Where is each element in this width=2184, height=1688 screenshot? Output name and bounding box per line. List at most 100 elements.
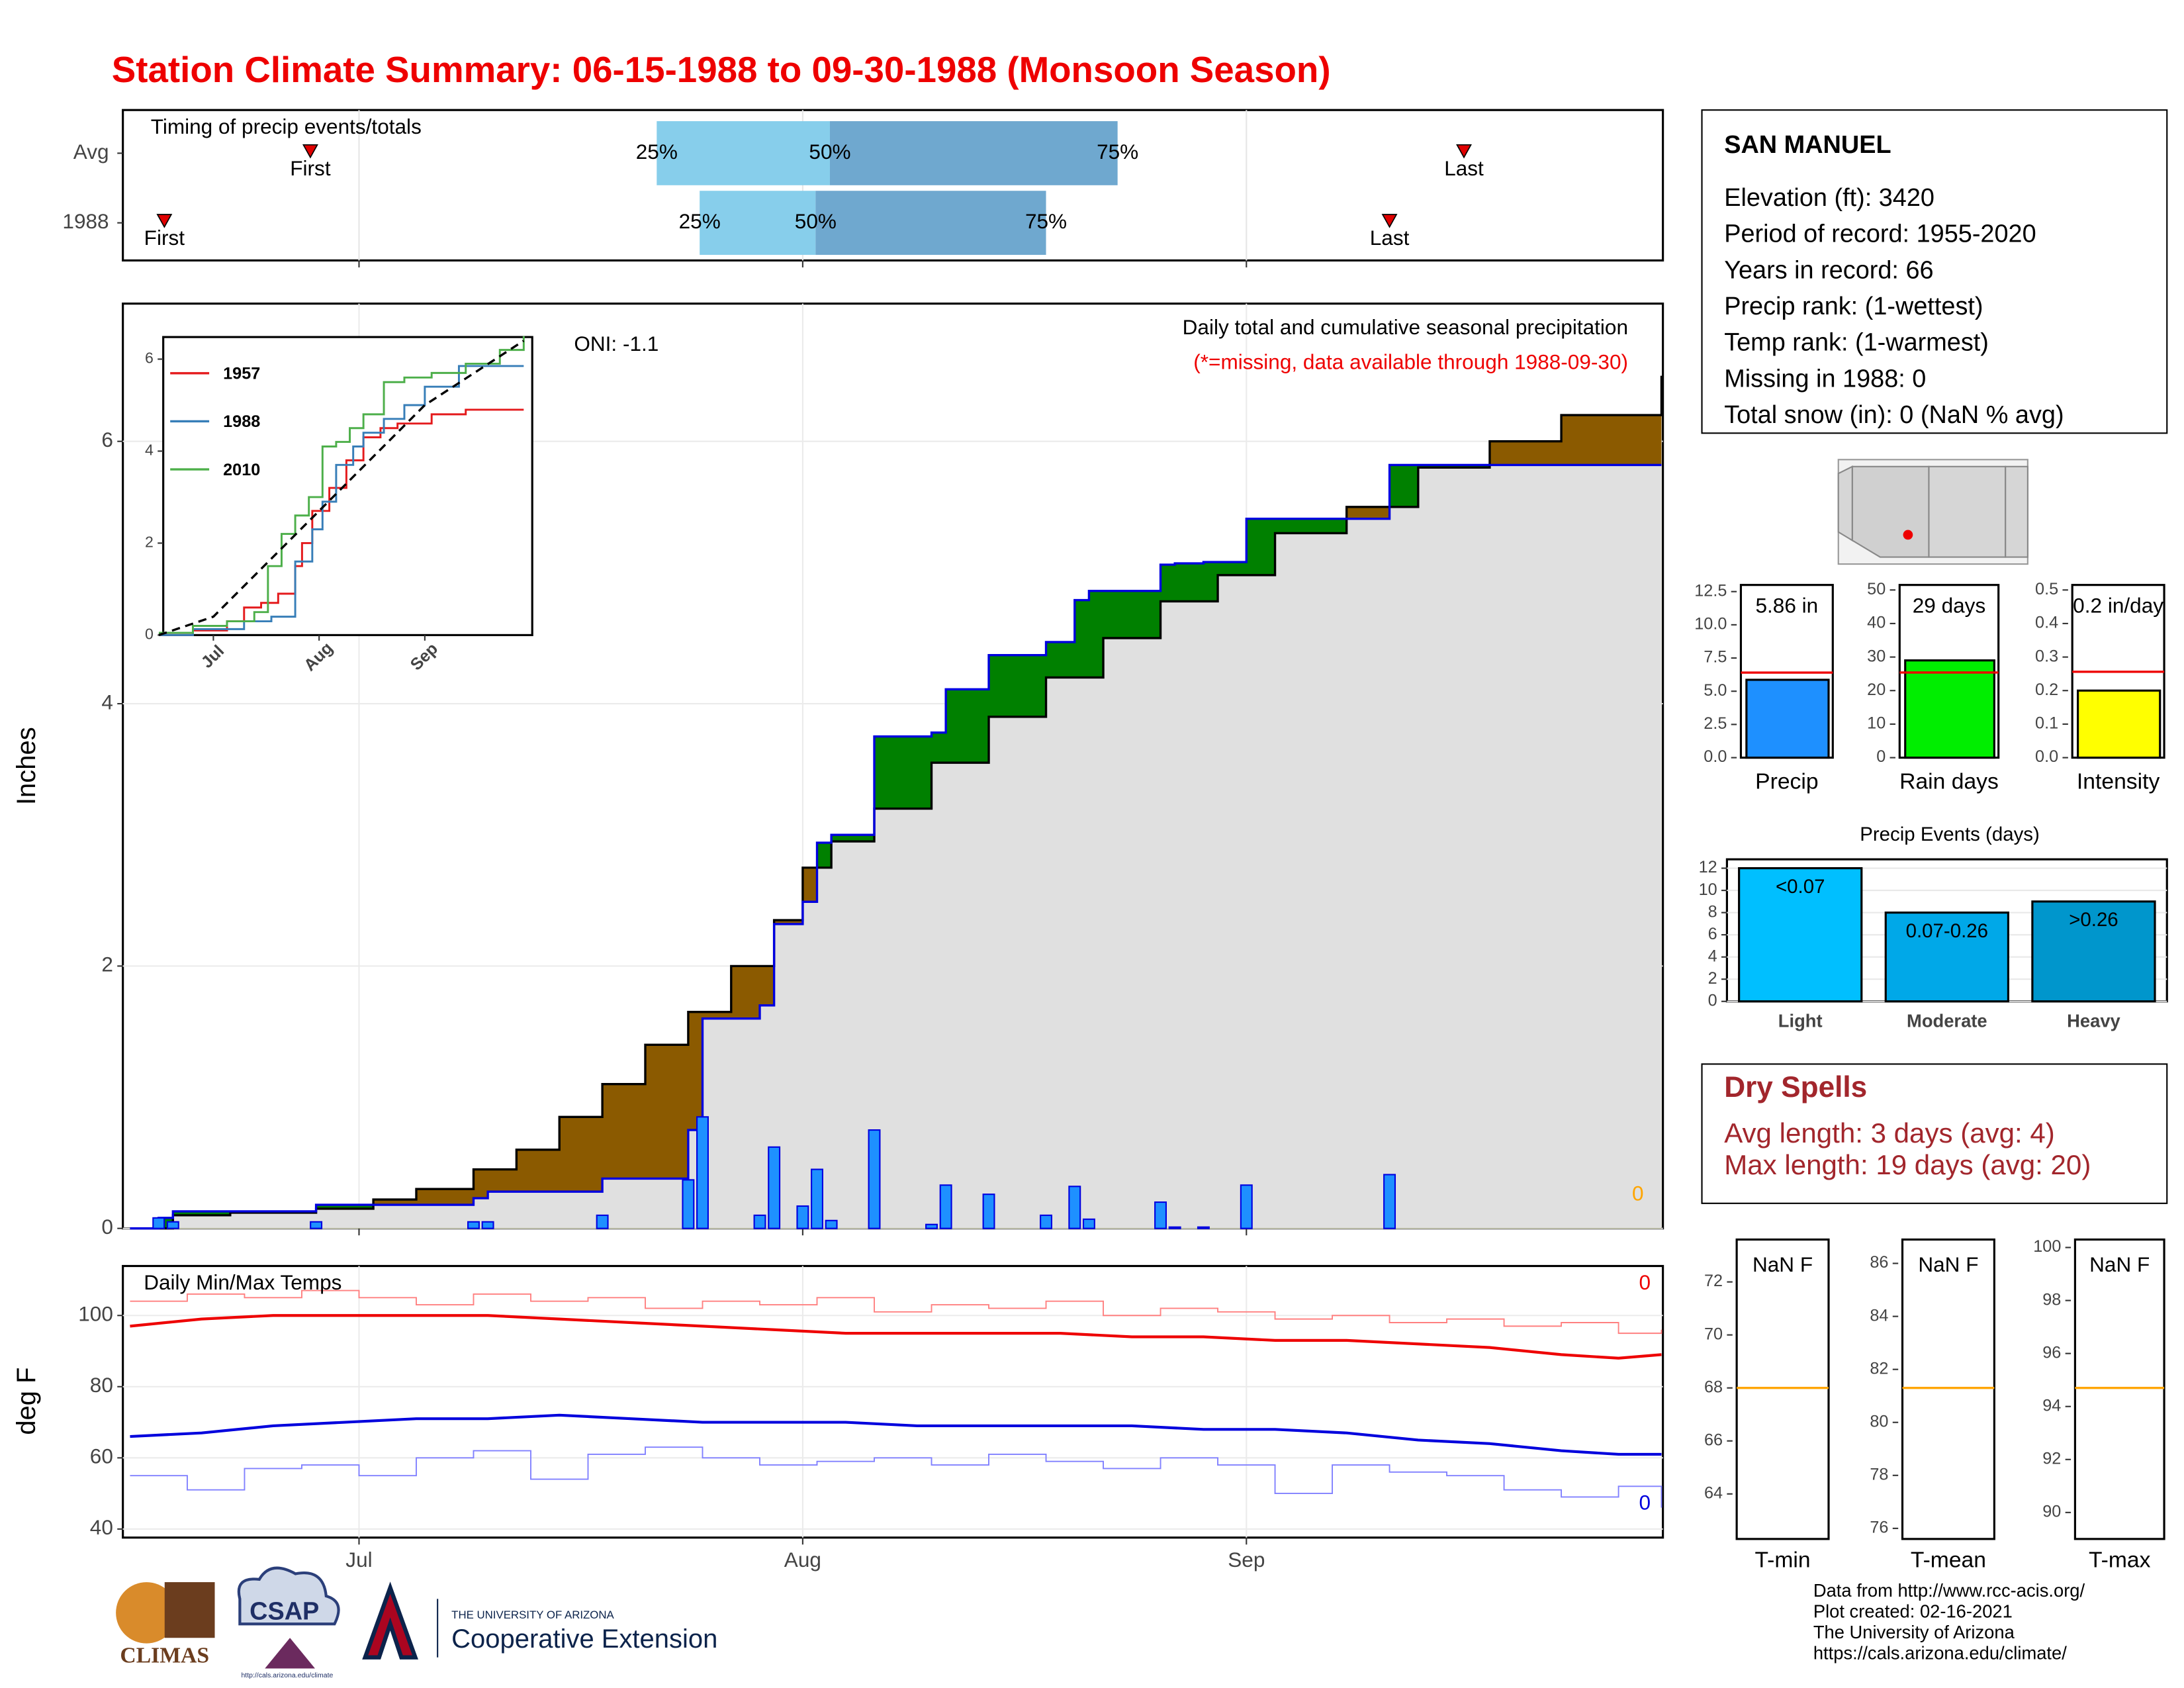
y-tick-label: 2 [145,534,154,551]
y-tick-label: 8 [1708,902,1717,921]
y-tick-label: 0 [1876,747,1886,766]
daily-bar [1383,1174,1396,1229]
gauge-bar [1745,679,1830,759]
y-tick-label: 76 [1870,1519,1888,1537]
y-tick-label: 0.1 [2035,714,2058,733]
category-label: Precip [1755,769,1818,794]
daily-bar [696,1116,709,1229]
series-line [158,340,525,637]
row-label: 1988 [62,209,109,233]
y-tick-label: 80 [90,1373,113,1397]
event-marker [302,144,318,159]
series-line [158,408,524,636]
event-marker [156,214,173,228]
y-tick-label: 0.4 [2035,614,2058,632]
daily-bar [166,1221,179,1229]
daily-bar [152,1217,165,1229]
y-tick-label: 2 [1708,969,1717,988]
y-tick-label: 10 [1699,880,1717,899]
quartile-bar [700,191,816,256]
station-line: Total snow (in): 0 (NaN % avg) [1724,401,2064,429]
quartile-bar [829,121,1118,185]
plot-frame [122,1264,1664,1539]
y-tick-label: 7.5 [1704,648,1727,667]
y-tick-label: 2 [101,953,113,976]
value-label: 29 days [1912,594,1986,619]
y-tick-label: 5.0 [1704,681,1727,700]
bar [2031,900,2156,1003]
csap-mountain [265,1638,315,1669]
temp-line [130,1413,1662,1456]
daily-bar [1082,1218,1095,1229]
y-tick-label: 12 [1699,858,1717,876]
y-tick-label: 4 [145,442,154,459]
gauge-bar [1904,659,1995,759]
daily-bar [467,1221,480,1229]
y-tick-label: 72 [1704,1272,1723,1290]
daily-bar [1040,1214,1053,1229]
missing-count: 0 [1632,1182,1644,1205]
average-line [130,375,1663,1230]
daily-bar [682,1179,695,1229]
station-line: Elevation (ft): 3420 [1724,184,1934,212]
event-marker [1381,214,1398,228]
y-tick-label: 70 [1704,1325,1723,1343]
y-tick-label: 68 [1704,1378,1723,1396]
footer-line: Data from http://www.rcc-acis.org/ [1813,1580,2085,1601]
y-tick-label: 100 [2033,1237,2061,1256]
y-tick-label: 90 [2042,1503,2061,1521]
y-tick-label: 82 [1870,1359,1888,1378]
daily-bar [1197,1226,1210,1229]
csap-cloud [237,1566,340,1626]
daily-bar [1168,1226,1181,1229]
y-tick-label: 0.0 [2035,747,2058,766]
plot-frame [1735,1238,1830,1540]
y-tick-label: 94 [2042,1396,2061,1415]
y-tick-label: 30 [1867,647,1886,665]
y-tick-label: 80 [1870,1412,1888,1430]
quartile-label: 25% [679,209,721,233]
x-tick-label: Moderate [1907,1011,1987,1031]
category-label: T-min [1754,1548,1810,1572]
value-label: 5.86 in [1755,594,1819,619]
footer-line: The University of Arizona [1813,1622,2015,1642]
daily-bar [1240,1184,1253,1229]
climas-text: CLIMAS [120,1643,209,1667]
y-tick-label: 50 [1867,580,1886,598]
value-label: NaN F [1918,1252,1978,1276]
y-tick-label: 96 [2042,1343,2061,1362]
y-tick-label: 0.0 [1704,747,1727,766]
temp-line [130,1446,1662,1508]
station-name: SAN MANUEL [1724,131,1891,159]
value-label: NaN F [2089,1252,2150,1276]
plot-frame [162,336,533,636]
y-tick-label: 92 [2042,1449,2061,1468]
temp-line [130,1314,1662,1360]
y-tick-label: 0.3 [2035,647,2058,665]
station-line: Years in record: 66 [1724,256,1933,284]
station-line: Missing in 1988: 0 [1724,365,1926,393]
csap-text: CSAP [250,1597,319,1625]
y-tick-label: 20 [1867,680,1886,699]
csap-url: http://cals.arizona.edu/climate [241,1671,333,1679]
panel-title: Timing of precip events/totals [151,115,422,138]
y-tick-label: 66 [1704,1430,1723,1449]
bin-label: 0.07-0.26 [1906,920,1988,942]
daily-bar [982,1194,995,1229]
y-tick-label: 0 [101,1215,113,1239]
missing-count: 0 [1639,1491,1651,1515]
event-label: Last [1444,156,1484,180]
logos: CLIMAS CSAP http://cals.arizona.edu/clim… [116,1566,717,1679]
y-tick-label: 40 [90,1515,113,1539]
missing-count: 0 [1639,1270,1651,1294]
value-label-box: 5.86 in [1755,594,1819,619]
quartile-label: 50% [809,140,850,164]
dry-spells-line: Avg length: 3 days (avg: 4) [1724,1117,2055,1149]
y-tick-label: 84 [1870,1306,1888,1325]
category-label: T-mean [1911,1548,1986,1572]
daily-bar [310,1221,323,1229]
y-tick-label: 0 [145,626,154,643]
bar [1884,912,2009,1003]
station-line: Precip rank: (1-wettest) [1724,293,1983,320]
